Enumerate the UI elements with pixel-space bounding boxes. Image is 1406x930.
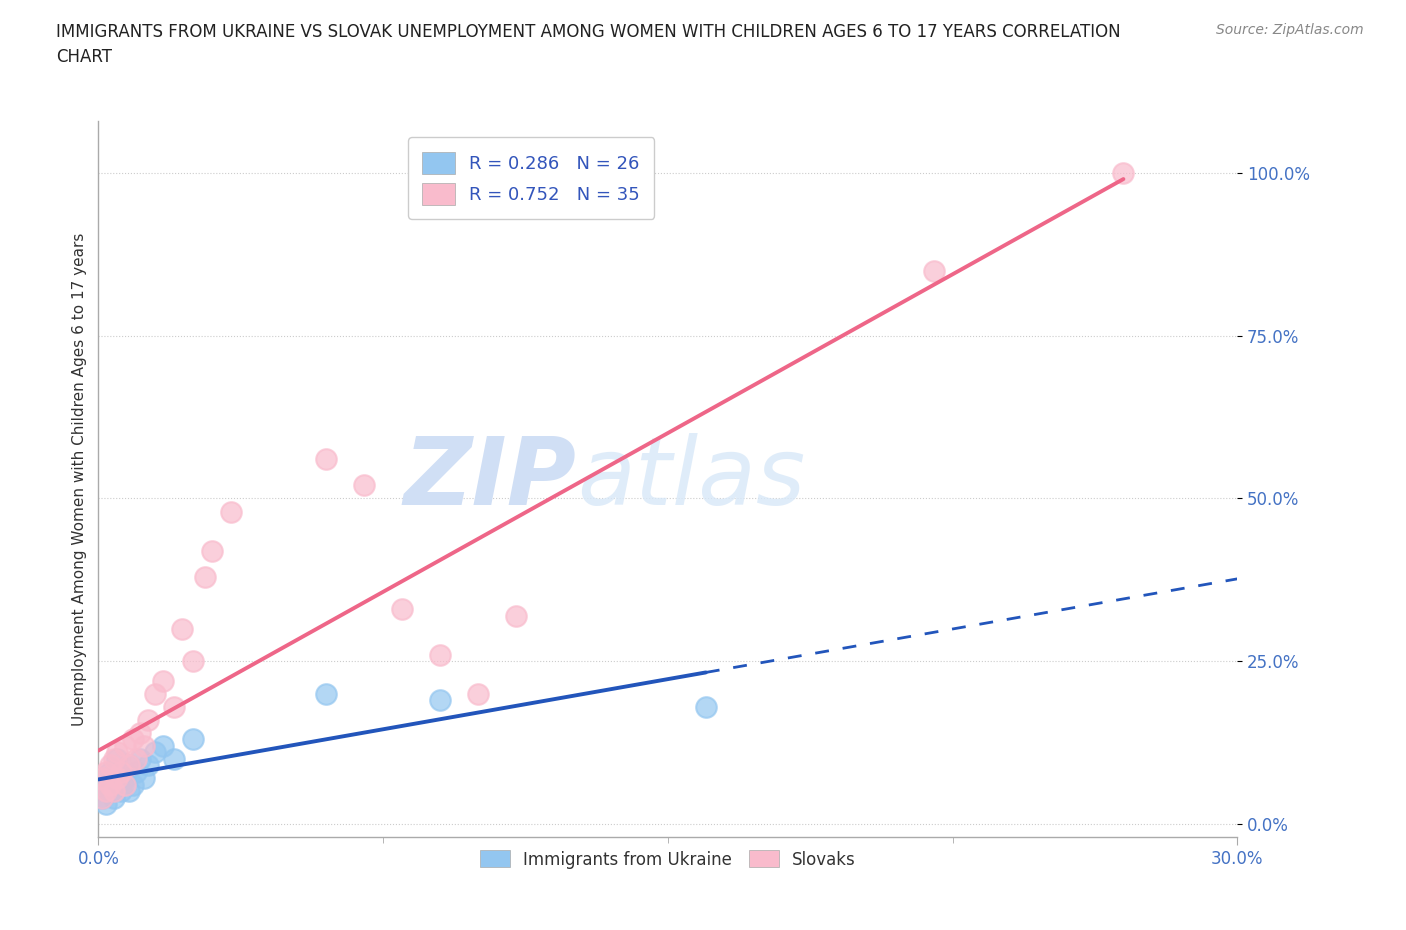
Point (163, 751, 186, 766)
Point (429, 693, 451, 708)
Point (98, 764, 121, 779)
Point (94, 784, 117, 799)
Point (94, 764, 117, 779)
Point (91, 790, 114, 805)
Point (91, 790, 114, 805)
Point (107, 751, 129, 766)
Point (221, 504, 243, 519)
Point (183, 654, 205, 669)
Point (391, 602, 413, 617)
Text: atlas: atlas (576, 433, 806, 525)
Legend: Immigrants from Ukraine, Slovaks: Immigrants from Ukraine, Slovaks (474, 844, 862, 875)
Point (152, 673, 174, 688)
Point (103, 771, 125, 786)
Point (118, 758, 141, 773)
Point (103, 751, 125, 766)
Point (315, 452, 337, 467)
Y-axis label: Unemployment Among Women with Children Ages 6 to 17 years: Unemployment Among Women with Children A… (72, 232, 87, 725)
Point (107, 777, 129, 792)
Point (132, 771, 155, 786)
Point (129, 725, 152, 740)
Point (110, 784, 132, 799)
Point (145, 686, 167, 701)
Point (129, 751, 152, 766)
Point (922, 263, 945, 278)
Point (121, 777, 143, 792)
Point (110, 764, 132, 779)
Point (353, 478, 375, 493)
Point (183, 732, 205, 747)
Point (98, 777, 121, 792)
Text: IMMIGRANTS FROM UKRAINE VS SLOVAK UNEMPLOYMENT AMONG WOMEN WITH CHILDREN AGES 6 : IMMIGRANTS FROM UKRAINE VS SLOVAK UNEMPL… (56, 23, 1121, 66)
Point (121, 732, 143, 747)
Point (136, 712, 159, 727)
Point (91, 771, 114, 786)
Point (114, 771, 136, 786)
Point (114, 738, 136, 753)
Point (98, 784, 121, 799)
Point (98, 758, 121, 773)
Point (103, 790, 125, 805)
Point (125, 751, 148, 766)
Point (695, 699, 717, 714)
Point (505, 608, 527, 623)
Point (145, 745, 167, 760)
Point (170, 621, 193, 636)
Point (163, 699, 186, 714)
Point (114, 777, 136, 792)
Point (429, 647, 451, 662)
Point (467, 686, 489, 701)
Text: ZIP: ZIP (404, 433, 576, 525)
Point (1112, 166, 1135, 180)
Point (110, 764, 132, 779)
Point (201, 543, 224, 558)
Point (194, 569, 217, 584)
Point (125, 764, 148, 779)
Point (152, 738, 174, 753)
Point (315, 686, 337, 701)
Point (118, 784, 141, 799)
Point (103, 784, 125, 799)
Text: Source: ZipAtlas.com: Source: ZipAtlas.com (1216, 23, 1364, 37)
Point (118, 758, 141, 773)
Point (107, 771, 129, 786)
Point (94, 777, 117, 792)
Point (132, 738, 155, 753)
Point (94, 797, 117, 812)
Point (107, 745, 129, 760)
Point (136, 758, 159, 773)
